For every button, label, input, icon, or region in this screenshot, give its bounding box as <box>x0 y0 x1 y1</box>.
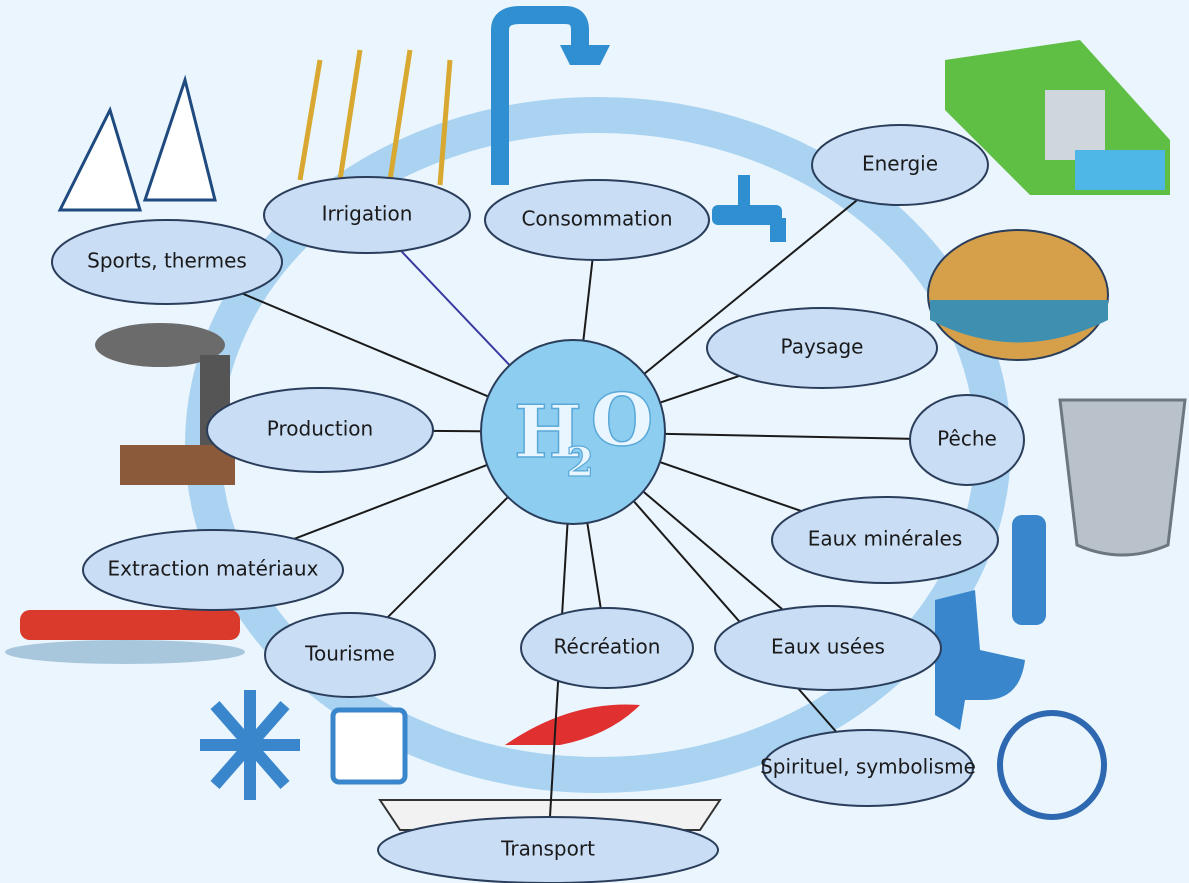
node-label: Pêche <box>937 427 997 451</box>
node-label: Sports, thermes <box>87 249 247 273</box>
node-label: Consommation <box>521 207 672 231</box>
hotel-icon <box>333 710 405 782</box>
node-label: Eaux minérales <box>808 527 963 551</box>
snowflake-icon <box>200 690 300 800</box>
node-label: Paysage <box>781 335 864 359</box>
node-label: Eaux usées <box>771 635 885 659</box>
node-label: Energie <box>862 152 938 176</box>
bottle-icon <box>1012 515 1046 625</box>
node-label: Extraction matériaux <box>108 557 319 581</box>
center-o: O <box>591 377 654 462</box>
node-label: Récréation <box>554 635 661 659</box>
center-node: H 2 O <box>481 340 665 524</box>
node-label: Production <box>267 417 373 441</box>
page: Irrigation Consommation Energie Sports, the… <box>0 0 1189 883</box>
dredger-icon <box>5 610 245 664</box>
diagram: Irrigation Consommation Energie Sports, the… <box>0 0 1189 883</box>
node-label: Irrigation <box>322 202 413 226</box>
bucket-icon <box>1060 400 1185 555</box>
node-label: Transport <box>500 837 595 861</box>
node-label: Tourisme <box>304 642 395 666</box>
node-label: Spirituel, symbolisme <box>760 755 976 779</box>
